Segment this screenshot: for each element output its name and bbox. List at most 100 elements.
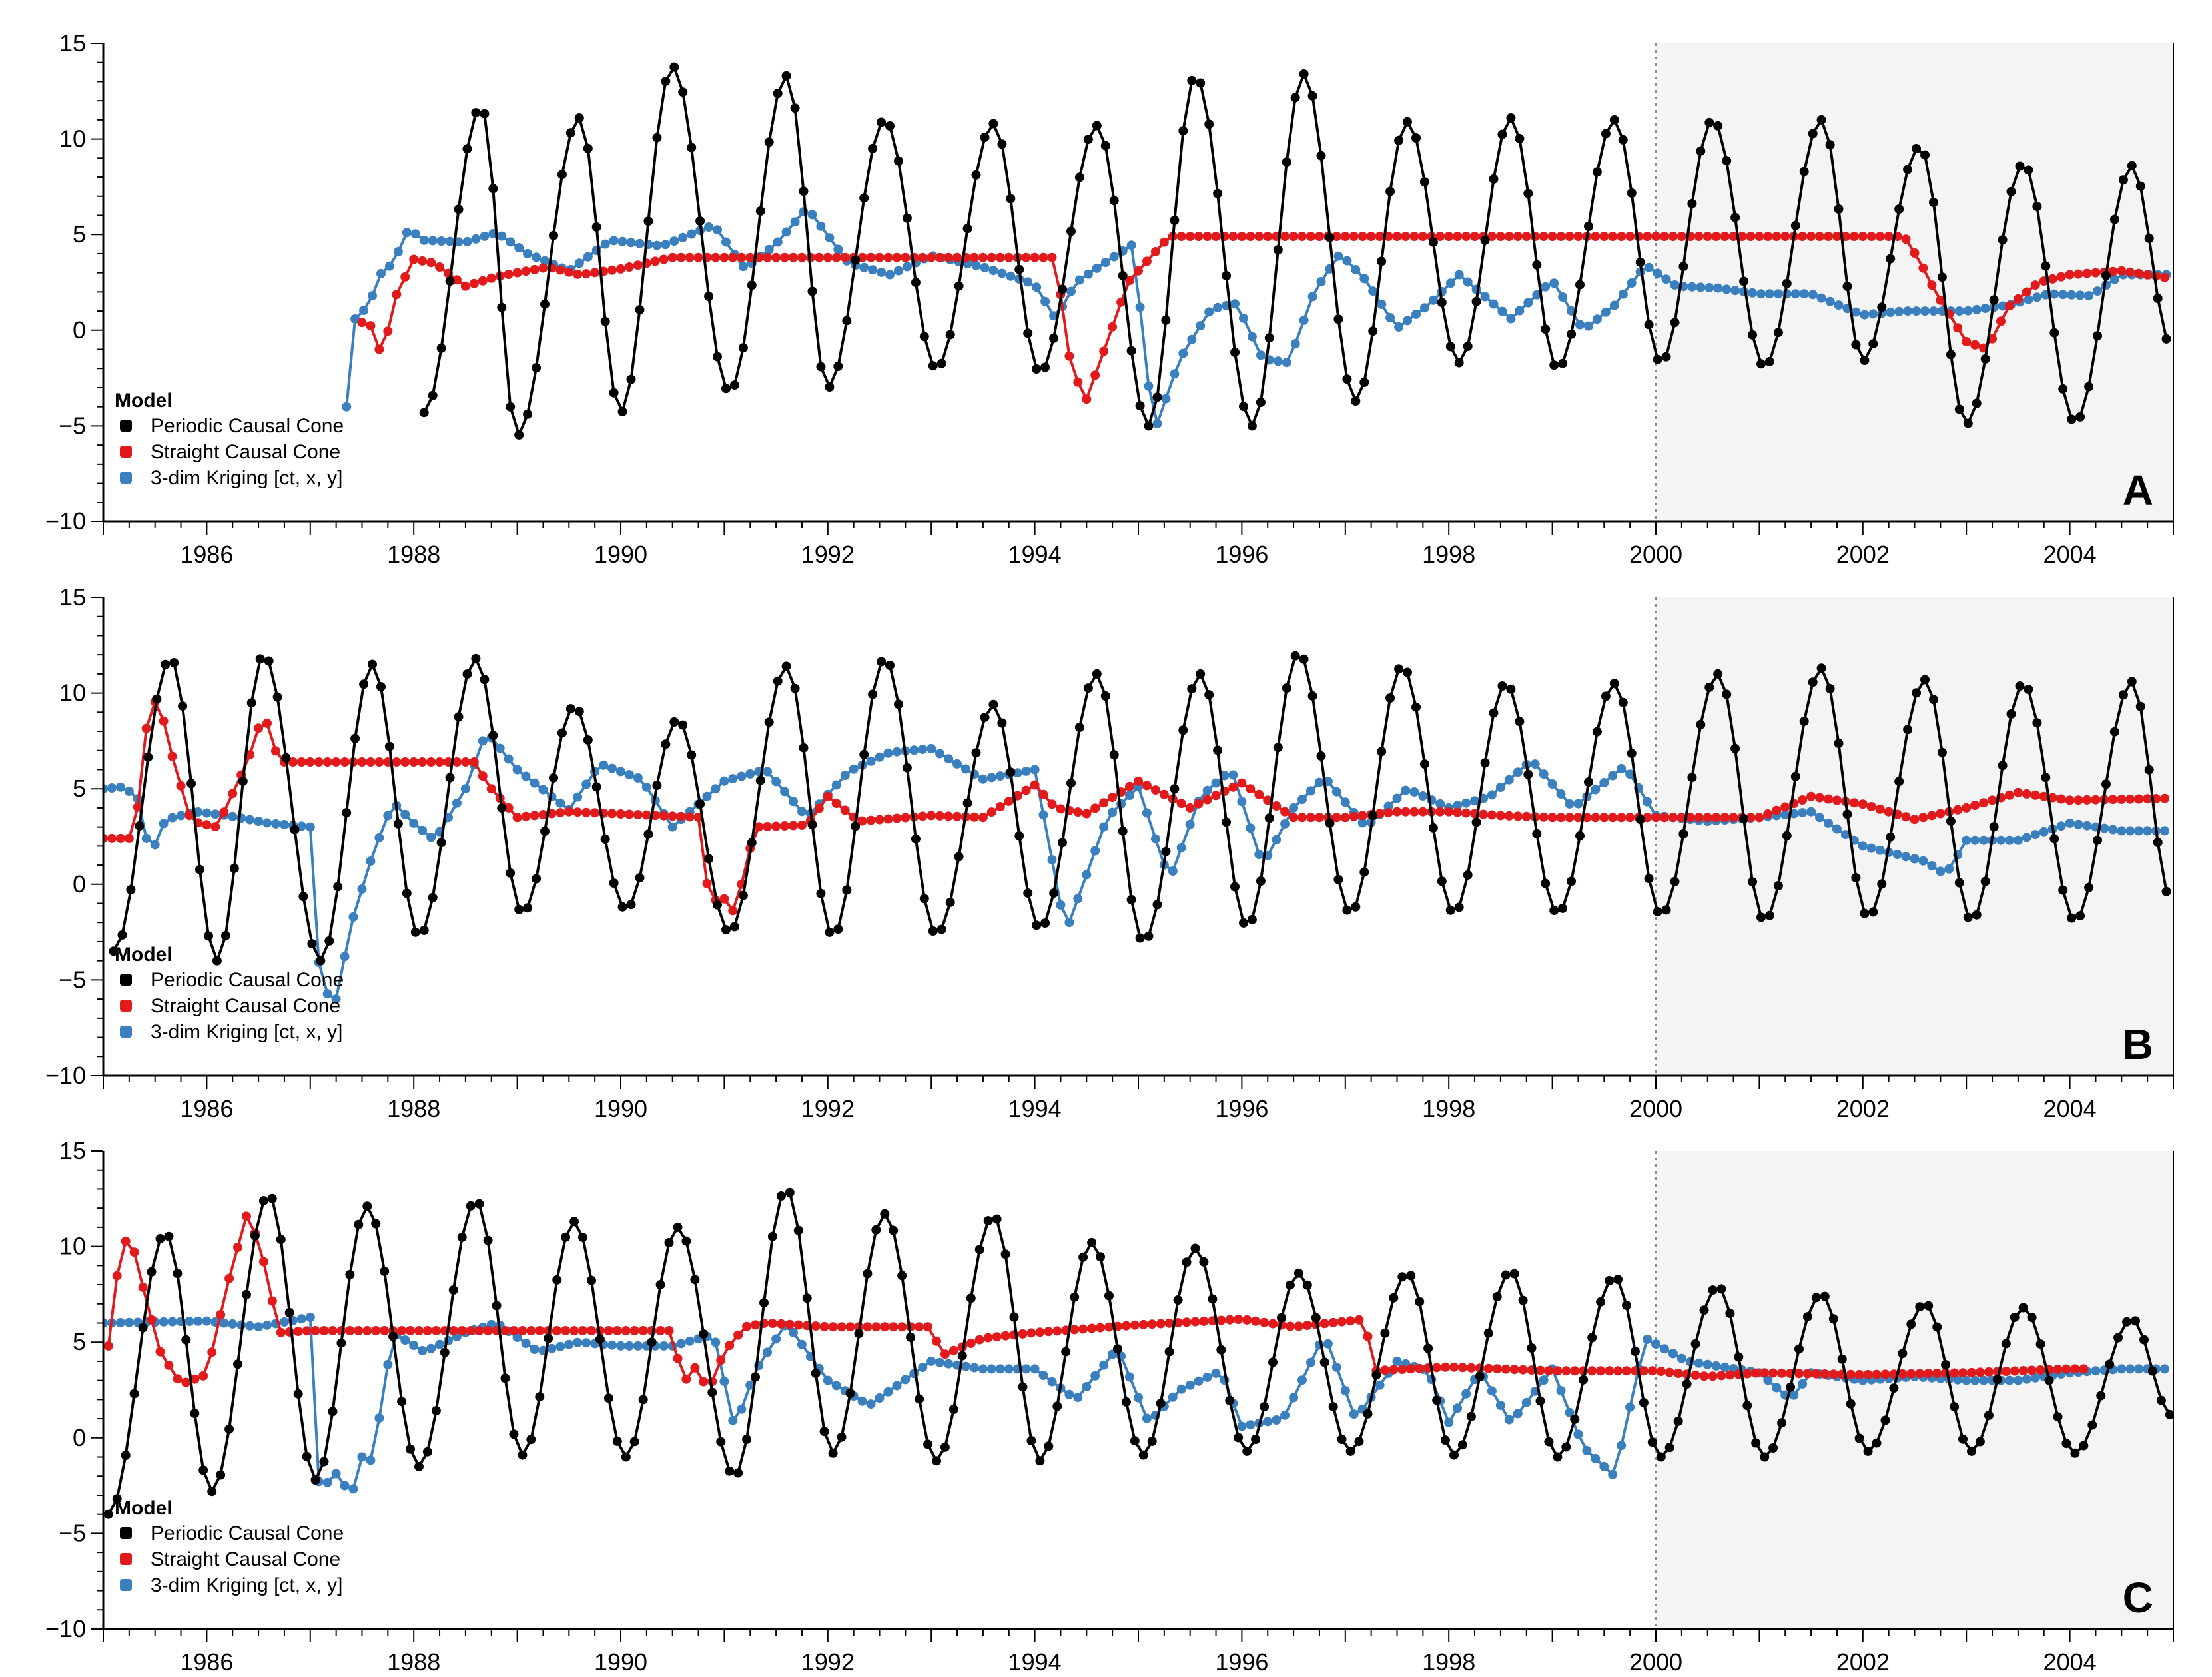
y-tick-label: 15 [59, 1137, 86, 1164]
data-point [1515, 134, 1525, 143]
data-point [1204, 307, 1214, 317]
data-point [1444, 1417, 1454, 1427]
data-point [1687, 282, 1697, 292]
x-tick-label: 2004 [2043, 1648, 2097, 1676]
data-point [1808, 290, 1818, 300]
data-point [1307, 292, 1317, 302]
data-point [1834, 739, 1844, 748]
data-point [1875, 845, 1885, 855]
data-point [1302, 1280, 1312, 1290]
data-point [1523, 769, 1533, 779]
data-point [1756, 289, 1766, 299]
data-point [1383, 801, 1393, 811]
data-point [428, 390, 438, 400]
data-point [1495, 811, 1505, 821]
data-point [1260, 1402, 1270, 1412]
data-point [1375, 232, 1385, 242]
data-point [992, 1332, 1002, 1342]
data-point [204, 931, 213, 941]
data-point [1289, 813, 1299, 823]
data-point [859, 749, 869, 759]
data-point [661, 76, 671, 86]
legend-swatch [120, 1527, 132, 1539]
data-point [685, 1336, 695, 1346]
data-point [621, 1452, 631, 1462]
data-point [2075, 290, 2085, 300]
data-point [837, 1322, 847, 1332]
data-point [1565, 799, 1575, 809]
data-point [340, 757, 350, 767]
data-point [233, 1359, 242, 1369]
data-point [2108, 266, 2118, 276]
data-point [1668, 232, 1678, 242]
data-point [374, 344, 384, 354]
data-point [246, 698, 256, 708]
data-point [1185, 819, 1195, 829]
data-point [2082, 821, 2092, 831]
data-point [687, 229, 697, 239]
data-point [952, 759, 962, 769]
data-point [1694, 813, 1704, 823]
data-point [1694, 1358, 1704, 1368]
data-point [1825, 296, 1835, 306]
data-point [1573, 1429, 1583, 1439]
data-point [1489, 708, 1499, 718]
x-tick-label: 1998 [1422, 1095, 1475, 1122]
data-point [1970, 340, 1980, 350]
data-point [877, 267, 887, 277]
data-point [1461, 808, 1471, 818]
data-point [1272, 1415, 1282, 1425]
data-point [1756, 912, 1766, 922]
data-point [1647, 1366, 1657, 1376]
data-point [2087, 1420, 2097, 1430]
data-point [1014, 264, 1024, 274]
data-point [825, 233, 835, 243]
data-point [167, 813, 177, 823]
data-point [690, 1363, 700, 1373]
data-point [1653, 268, 1662, 278]
data-point [773, 237, 783, 247]
data-point [176, 811, 186, 821]
data-point [1639, 1366, 1649, 1376]
data-point [1202, 785, 1212, 795]
data-point [1513, 811, 1523, 821]
data-point [711, 1337, 721, 1347]
data-point [1828, 1314, 1838, 1324]
data-point [2117, 1364, 2127, 1374]
data-point [1678, 262, 1688, 272]
data-point [2117, 826, 2127, 836]
data-point [992, 1214, 1002, 1224]
data-point [1121, 1321, 1131, 1331]
data-point [271, 746, 280, 756]
data-point [333, 882, 343, 892]
data-point [624, 809, 634, 819]
data-point [1471, 817, 1481, 827]
data-point [212, 956, 222, 966]
data-point [2073, 269, 2083, 279]
data-point [1170, 784, 1180, 794]
data-point [2153, 838, 2163, 847]
data-point [581, 1338, 591, 1348]
data-point [974, 1335, 984, 1345]
data-point [1371, 1370, 1381, 1380]
data-point [159, 716, 169, 726]
data-point [2091, 795, 2101, 805]
data-point [342, 402, 352, 412]
data-point [1032, 920, 1042, 930]
data-point [954, 852, 964, 862]
data-point [155, 1234, 165, 1243]
data-point [1272, 801, 1282, 811]
x-tick-label: 1988 [387, 1648, 440, 1676]
data-point [823, 252, 833, 262]
data-point [1047, 252, 1057, 262]
data-point [1307, 691, 1317, 701]
data-point [1256, 398, 1266, 407]
data-point [1601, 129, 1611, 139]
data-point [797, 252, 807, 262]
data-point [1670, 318, 1680, 328]
data-point [919, 894, 929, 904]
data-point [573, 807, 583, 817]
data-point [1225, 1395, 1235, 1405]
data-point [305, 757, 315, 767]
